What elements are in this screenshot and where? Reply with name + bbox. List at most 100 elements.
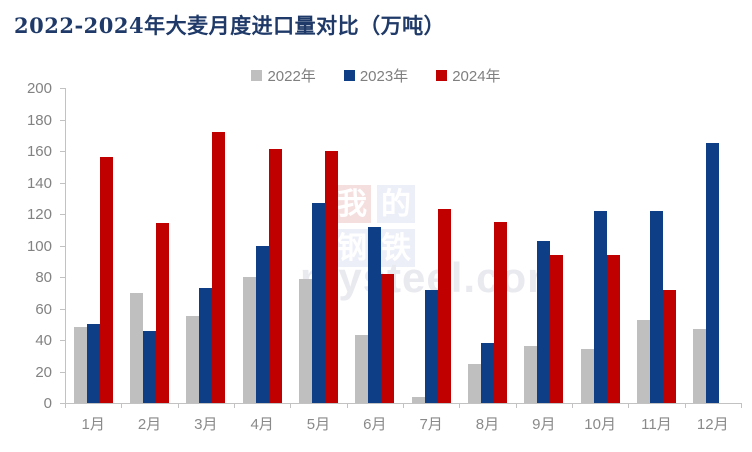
x-label-5月: 5月 <box>306 416 331 433</box>
y-tick-mark <box>60 182 65 184</box>
x-tick-mark <box>346 403 348 408</box>
bar-2024年-8月[interactable] <box>493 221 507 403</box>
bar-2023年-10月[interactable] <box>593 210 607 403</box>
x-tick-mark <box>121 403 123 408</box>
bar-2023年-11月[interactable] <box>649 210 663 403</box>
bar-2024年-1月[interactable] <box>99 157 113 403</box>
bar-2023年-1月[interactable] <box>86 324 100 403</box>
bar-2024年-5月[interactable] <box>324 151 338 403</box>
bar-2022年-5月[interactable] <box>298 278 312 403</box>
plot-area <box>65 88 741 403</box>
bar-2022年-7月[interactable] <box>411 396 425 403</box>
watermark-char-2: 的 <box>377 185 415 223</box>
bar-2023年-6月[interactable] <box>368 226 382 403</box>
bar-2022年-11月[interactable] <box>636 319 650 403</box>
y-tick-label: 100 <box>26 237 52 255</box>
x-label-7月: 7月 <box>419 416 443 433</box>
bar-group-3月 <box>178 88 234 403</box>
bar-2022年-8月[interactable] <box>467 363 481 403</box>
y-tick-mark <box>60 403 65 404</box>
bar-2024年-3月[interactable] <box>212 132 226 403</box>
legend-item-2022年[interactable]: 2022年 <box>251 65 316 86</box>
legend-item-2023年[interactable]: 2023年 <box>343 65 408 86</box>
y-tick-mark <box>60 277 65 278</box>
bar-2024年-2月[interactable] <box>155 223 169 403</box>
bar-2024年-9月[interactable] <box>550 254 564 403</box>
y-tick-mark <box>60 151 65 152</box>
bar-group-12月 <box>685 88 741 403</box>
y-tick-mark <box>60 340 65 341</box>
bar-2023年-8月[interactable] <box>480 343 494 403</box>
bar-2023年-12月[interactable] <box>706 143 720 403</box>
watermark-char-1: 我 <box>333 185 371 223</box>
y-tick-mark <box>60 214 65 215</box>
bar-2022年-10月[interactable] <box>580 349 594 403</box>
x-tick-mark <box>515 403 517 408</box>
x-axis-labels: 1月 2月 3月 4月 5月 6月 7月 8月 9月 10月 11月 12月 <box>65 413 741 434</box>
bar-2023年-5月[interactable] <box>311 202 325 403</box>
x-label-4月: 4月 <box>250 416 274 433</box>
y-tick-label: 160 <box>26 143 52 160</box>
y-tick-label: 20 <box>35 363 52 381</box>
bar-group-1月 <box>65 88 121 403</box>
bar-2024年-10月[interactable] <box>606 254 620 403</box>
x-label-12月: 12月 <box>696 416 729 433</box>
x-tick-mark <box>572 403 573 408</box>
bar-group-10月 <box>572 88 628 403</box>
y-tick-label: 140 <box>26 174 52 192</box>
legend-label: 2022年 <box>267 67 316 85</box>
x-label-2月: 2月 <box>137 416 162 433</box>
bar-2024年-7月[interactable] <box>437 209 451 403</box>
bar-2023年-3月[interactable] <box>199 288 213 403</box>
bar-2022年-1月[interactable] <box>73 327 87 403</box>
y-tick-label: 40 <box>35 332 52 349</box>
bar-2024年-11月[interactable] <box>662 289 676 403</box>
bar-2023年-9月[interactable] <box>537 240 551 403</box>
x-tick-mark <box>177 403 179 408</box>
bar-2023年-4月[interactable] <box>255 245 269 403</box>
x-tick-mark <box>459 403 461 408</box>
x-label-9月: 9月 <box>532 416 556 433</box>
bar-2023年-7月[interactable] <box>424 289 438 403</box>
y-tick-label: 0 <box>43 395 52 412</box>
bar-group-11月 <box>628 88 684 403</box>
chart-legend: 2022年 2023年 2024年 <box>0 64 752 86</box>
bar-2024年-4月[interactable] <box>268 149 282 403</box>
y-tick-label: 200 <box>26 80 52 97</box>
bar-group-4月 <box>234 88 290 403</box>
y-tick-mark <box>60 371 65 373</box>
legend-label: 2024年 <box>452 67 501 85</box>
x-tick-mark <box>403 403 404 408</box>
bar-2022年-3月[interactable] <box>186 316 200 403</box>
legend-swatch-icon <box>436 69 448 81</box>
x-tick-mark <box>741 403 742 408</box>
bar-group-9月 <box>516 88 572 403</box>
bar-group-7月 <box>403 88 459 403</box>
legend-item-2024年[interactable]: 2024年 <box>436 65 501 86</box>
bar-group-8月 <box>459 88 515 403</box>
chart-title: 2022-2024年大麦月度进口量对比（万吨） <box>14 13 446 38</box>
x-tick-mark <box>684 403 686 408</box>
x-tick-mark <box>628 403 630 408</box>
x-label-8月: 8月 <box>475 416 500 433</box>
y-tick-label: 60 <box>35 300 52 318</box>
bar-group-2月 <box>121 88 177 403</box>
y-tick-mark <box>60 308 65 310</box>
y-tick-mark <box>60 119 65 121</box>
x-label-10月: 10月 <box>584 416 616 433</box>
legend-swatch-icon <box>343 69 355 81</box>
x-label-1月: 1月 <box>81 416 105 433</box>
bar-2022年-12月[interactable] <box>693 328 707 403</box>
legend-swatch-icon <box>251 69 263 81</box>
bar-2023年-2月[interactable] <box>142 330 156 403</box>
bar-2022年-6月[interactable] <box>355 335 369 403</box>
y-tick-mark <box>60 245 65 247</box>
bar-2022年-4月[interactable] <box>242 277 256 403</box>
y-tick-label: 180 <box>26 111 52 129</box>
watermark-char-4: 铁 <box>377 229 415 267</box>
bar-2024年-6月[interactable] <box>381 273 395 403</box>
bar-2022年-2月[interactable] <box>129 292 143 403</box>
x-tick-mark <box>234 403 235 408</box>
bar-group-6月 <box>347 88 403 403</box>
bar-2022年-9月[interactable] <box>524 346 538 403</box>
